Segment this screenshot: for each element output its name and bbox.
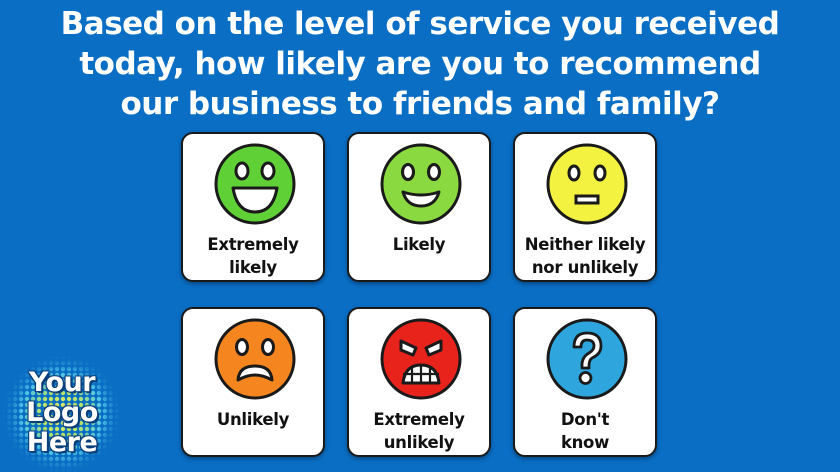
sad-face-icon — [214, 318, 296, 400]
option-label: Neither likely nor unlikely — [524, 235, 646, 277]
question-mark-icon — [546, 318, 628, 400]
happy-face-icon — [380, 143, 462, 225]
angry-face-icon — [380, 318, 462, 400]
option-dont-know[interactable]: Don't know — [513, 307, 657, 457]
option-label: Likely — [392, 235, 446, 254]
logo-text: Your Logo Here — [26, 367, 98, 458]
option-unlikely[interactable]: Unlikely — [181, 307, 325, 457]
halftone-burst-icon — [0, 352, 124, 472]
option-label: Unlikely — [216, 410, 290, 429]
option-extremely-likely[interactable]: Extremely likely — [181, 132, 325, 282]
question-line-2: today, how likely are you to recommend — [79, 46, 761, 82]
survey-question: Based on the level of service you receiv… — [10, 4, 830, 124]
question-line-1: Based on the level of service you receiv… — [60, 6, 780, 42]
option-label: Don't know — [560, 410, 610, 452]
option-label: Extremely unlikely — [373, 410, 465, 452]
option-extremely-unlikely[interactable]: Extremely unlikely — [347, 307, 491, 457]
option-label: Extremely likely — [207, 235, 299, 277]
option-likely[interactable]: Likely — [347, 132, 491, 282]
logo-placeholder: Your Logo Here — [0, 348, 124, 472]
option-neither[interactable]: Neither likely nor unlikely — [513, 132, 657, 282]
neutral-face-icon — [546, 143, 628, 225]
question-line-3: our business to friends and family? — [120, 86, 720, 122]
very-happy-face-icon — [214, 143, 296, 225]
